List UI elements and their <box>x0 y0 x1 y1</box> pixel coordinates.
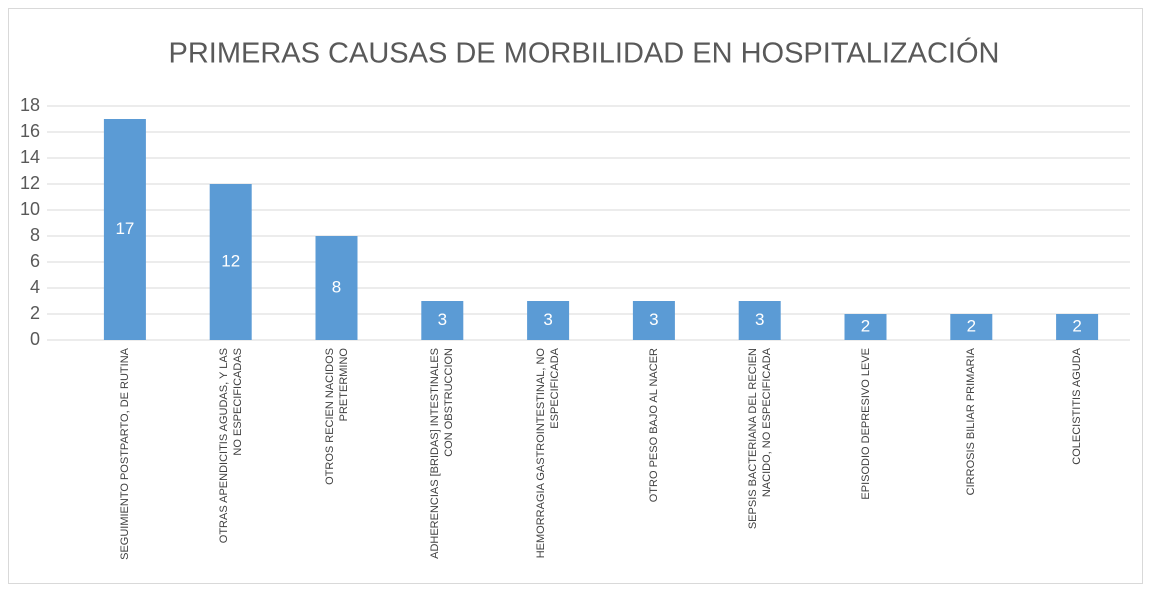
y-tick-label: 18 <box>20 95 40 115</box>
bar <box>103 119 146 340</box>
bar <box>315 236 358 340</box>
data-label: 3 <box>543 310 552 329</box>
y-tick-label: 6 <box>30 251 40 271</box>
y-tick-label: 4 <box>30 277 40 297</box>
bar <box>738 301 781 340</box>
x-tick-label: HEMORRAGIA GASTROINTESTINAL, NO ESPECIFI… <box>535 348 562 559</box>
y-tick-label: 10 <box>20 199 40 219</box>
x-tick-label: SEPSIS BACTERIANA DEL RECIEN NACIDO, NO … <box>746 348 773 530</box>
x-tick-label: COLECISTITIS AGUDA <box>1071 348 1084 465</box>
bar <box>632 301 675 340</box>
data-label: 12 <box>221 251 240 270</box>
data-label: 3 <box>755 310 764 329</box>
bar <box>421 301 464 340</box>
y-tick-label: 0 <box>30 329 40 349</box>
bar <box>209 184 252 340</box>
data-label: 2 <box>1072 316 1081 335</box>
x-tick-label: CIRROSIS BILIAR PRIMARIA <box>965 348 978 496</box>
y-tick-label: 12 <box>20 173 40 193</box>
x-tick-label: OTRO PESO BAJO AL NACER <box>647 348 660 503</box>
y-tick-label: 16 <box>20 121 40 141</box>
y-tick-label: 14 <box>20 147 40 167</box>
data-label: 3 <box>649 310 658 329</box>
bar <box>1056 314 1099 340</box>
x-tick-label: ADHERENCIAS [BRIDAS] INTESTINALES CON OB… <box>429 348 456 559</box>
x-tick-label: EPISODIO DEPRESIVO LEVE <box>859 348 872 500</box>
y-tick-label: 2 <box>30 303 40 323</box>
x-tick-label: OTRAS APENDICITIS AGUDAS, Y LAS NO ESPEC… <box>217 348 244 544</box>
x-tick-label: OTROS RECIEN NACIDOS PRETERMINO <box>323 348 350 485</box>
bar <box>950 314 993 340</box>
data-label: 17 <box>115 219 134 238</box>
chart-frame <box>8 8 1143 584</box>
chart-title: PRIMERAS CAUSAS DE MORBILIDAD EN HOSPITA… <box>169 37 1000 70</box>
data-label: 2 <box>861 316 870 335</box>
x-tick-label: SEGUIMIENTO POSTPARTO, DE RUTINA <box>118 348 131 560</box>
data-label: 2 <box>967 316 976 335</box>
data-label: 8 <box>332 277 341 296</box>
y-tick-label: 8 <box>30 225 40 245</box>
data-label: 3 <box>438 310 447 329</box>
bar <box>527 301 570 340</box>
bar <box>844 314 887 340</box>
